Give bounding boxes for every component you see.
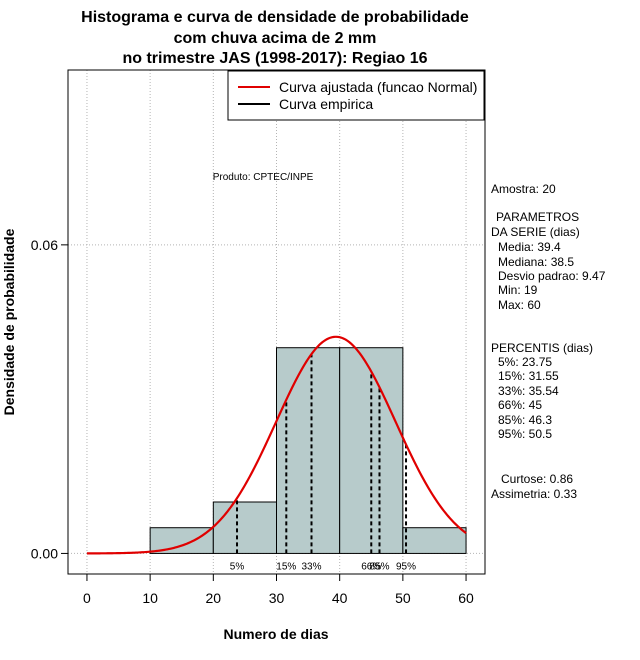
x-axis: 0 10 20 30 40 50 60 bbox=[83, 573, 474, 606]
stat-kurtosis: Curtose: 0.86 bbox=[501, 472, 573, 486]
percentile-label: 85% bbox=[369, 561, 389, 572]
histogram-bar bbox=[212, 501, 277, 554]
histogram-bar bbox=[402, 527, 467, 554]
y-tick-label: 0.00 bbox=[31, 545, 58, 561]
y-axis-label: Densidade de probabilidade bbox=[1, 228, 17, 415]
histogram-bars bbox=[149, 347, 467, 554]
legend-label-normal: Curva ajustada (funcao Normal) bbox=[279, 79, 477, 95]
x-tick-label: 30 bbox=[269, 590, 285, 606]
stat-percentiles-title: PERCENTIS (dias) bbox=[491, 341, 593, 355]
grid bbox=[68, 70, 485, 574]
stat-p5: 5%: 23.75 bbox=[498, 355, 552, 369]
legend-box bbox=[227, 70, 485, 121]
percentile-label: 5% bbox=[230, 561, 245, 572]
stat-median: Mediana: 38.5 bbox=[498, 255, 574, 269]
stat-params-title-1: PARAMETROS bbox=[496, 210, 579, 224]
stat-mean: Media: 39.4 bbox=[498, 240, 561, 254]
stat-min: Min: 19 bbox=[498, 283, 538, 297]
percentile-labels: 5% 15% 33% 66%85% 95% bbox=[230, 561, 416, 572]
stat-params-title-2: DA SERIE (dias) bbox=[491, 225, 580, 239]
x-tick-label: 60 bbox=[458, 590, 474, 606]
x-axis-label: Numero de dias bbox=[223, 626, 328, 642]
chart-title-line-3: no trimestre JAS (1998-2017): Regiao 16 bbox=[122, 50, 427, 67]
percentile-label: 66% bbox=[361, 561, 381, 572]
stat-p33: 33%: 35.54 bbox=[498, 384, 559, 398]
statistics-panel: Amostra: 20 PARAMETROS DA SERIE (dias) M… bbox=[491, 182, 606, 501]
x-tick-label: 20 bbox=[206, 590, 222, 606]
y-axis: 0.00 0.06 bbox=[31, 237, 69, 561]
stat-sample: Amostra: 20 bbox=[491, 182, 556, 196]
histogram-bar bbox=[276, 347, 341, 554]
product-annotation: Produto: CPTEC/INPE bbox=[213, 172, 314, 183]
normal-curve bbox=[86, 335, 467, 555]
stat-skewness: Assimetria: 0.33 bbox=[491, 487, 577, 501]
stat-std: Desvio padrao: 9.47 bbox=[498, 269, 606, 283]
x-tick-label: 40 bbox=[332, 590, 348, 606]
percentile-label: 15% bbox=[276, 561, 296, 572]
legend: Curva ajustada (funcao Normal) Curva emp… bbox=[227, 70, 485, 121]
stat-p66: 66%: 45 bbox=[498, 398, 542, 412]
stat-p15: 15%: 31.55 bbox=[498, 369, 559, 383]
y-tick-label: 0.06 bbox=[31, 237, 58, 253]
stat-p85: 85%: 46.3 bbox=[498, 413, 552, 427]
legend-label-empirical: Curva empirica bbox=[279, 96, 373, 112]
percentile-lines bbox=[236, 354, 408, 554]
x-tick-label: 50 bbox=[395, 590, 411, 606]
x-tick-label: 10 bbox=[142, 590, 158, 606]
stat-max: Max: 60 bbox=[498, 298, 541, 312]
percentile-label: 95% bbox=[396, 561, 416, 572]
chart-title-line-1: Histograma e curva de densidade de proba… bbox=[81, 9, 469, 26]
stat-p95: 95%: 50.5 bbox=[498, 427, 552, 441]
percentile-label: 33% bbox=[301, 561, 321, 572]
x-tick-label: 0 bbox=[83, 590, 91, 606]
chart-title-line-2: com chuva acima de 2 mm bbox=[174, 30, 377, 47]
